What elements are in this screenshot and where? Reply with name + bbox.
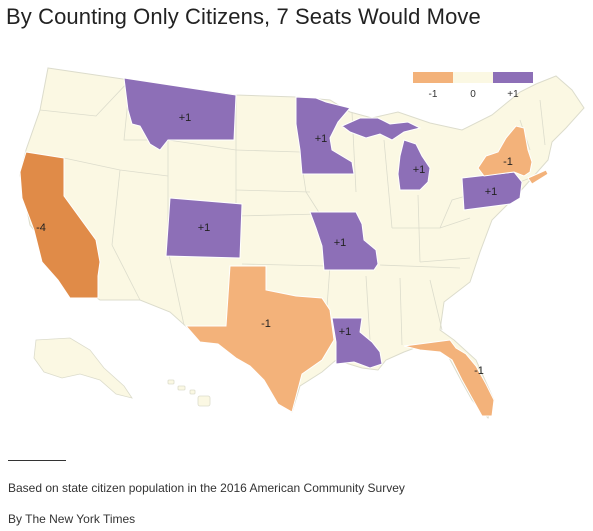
label-new-york: -1: [503, 156, 513, 168]
legend-label-plus-one: +1: [507, 89, 519, 100]
legend-label-zero: 0: [470, 89, 476, 100]
state-montana[interactable]: [123, 77, 237, 151]
legend-swatch-zero: [453, 72, 493, 83]
label-michigan: +1: [413, 164, 426, 176]
label-minnesota: +1: [315, 133, 328, 145]
footer-divider: [8, 460, 66, 461]
label-texas: -1: [261, 318, 271, 330]
state-hawaii[interactable]: [167, 379, 211, 407]
state-minnesota[interactable]: [295, 96, 355, 175]
legend-swatch-plus-one: [493, 72, 533, 83]
state-new-york[interactable]: [477, 125, 533, 177]
legend-swatch-minus-one: [413, 72, 453, 83]
label-pennsylvania: +1: [485, 186, 498, 198]
source-note: Based on state citizen population in the…: [8, 481, 405, 495]
state-colorado[interactable]: [165, 197, 243, 259]
state-missouri[interactable]: [309, 211, 379, 271]
state-florida[interactable]: [403, 339, 495, 417]
highlighted-states: [19, 77, 549, 417]
label-california: -4: [36, 222, 46, 234]
label-louisiana: +1: [339, 326, 352, 338]
state-michigan-upper[interactable]: [341, 117, 422, 141]
state-texas[interactable]: [184, 265, 335, 413]
label-colorado: +1: [198, 222, 211, 234]
state-alaska[interactable]: [33, 337, 133, 399]
state-michigan-lower[interactable]: [397, 139, 431, 191]
legend-label-minus-one: -1: [428, 89, 438, 100]
legend: -1 0 +1: [413, 72, 537, 112]
label-florida: -1: [474, 365, 484, 377]
state-new-york-long-island[interactable]: [527, 169, 549, 185]
state-louisiana[interactable]: [331, 317, 383, 369]
label-montana: +1: [179, 112, 192, 124]
state-california[interactable]: [19, 151, 101, 299]
state-borders: [39, 79, 546, 346]
label-missouri: +1: [334, 237, 347, 249]
credit-line: By The New York Times: [8, 512, 136, 526]
state-change-labels: -4 +1 +1 +1 +1 +1 +1 +1 -1 -1 -1: [36, 112, 513, 377]
map-title: By Counting Only Citizens, 7 Seats Would…: [6, 4, 481, 29]
